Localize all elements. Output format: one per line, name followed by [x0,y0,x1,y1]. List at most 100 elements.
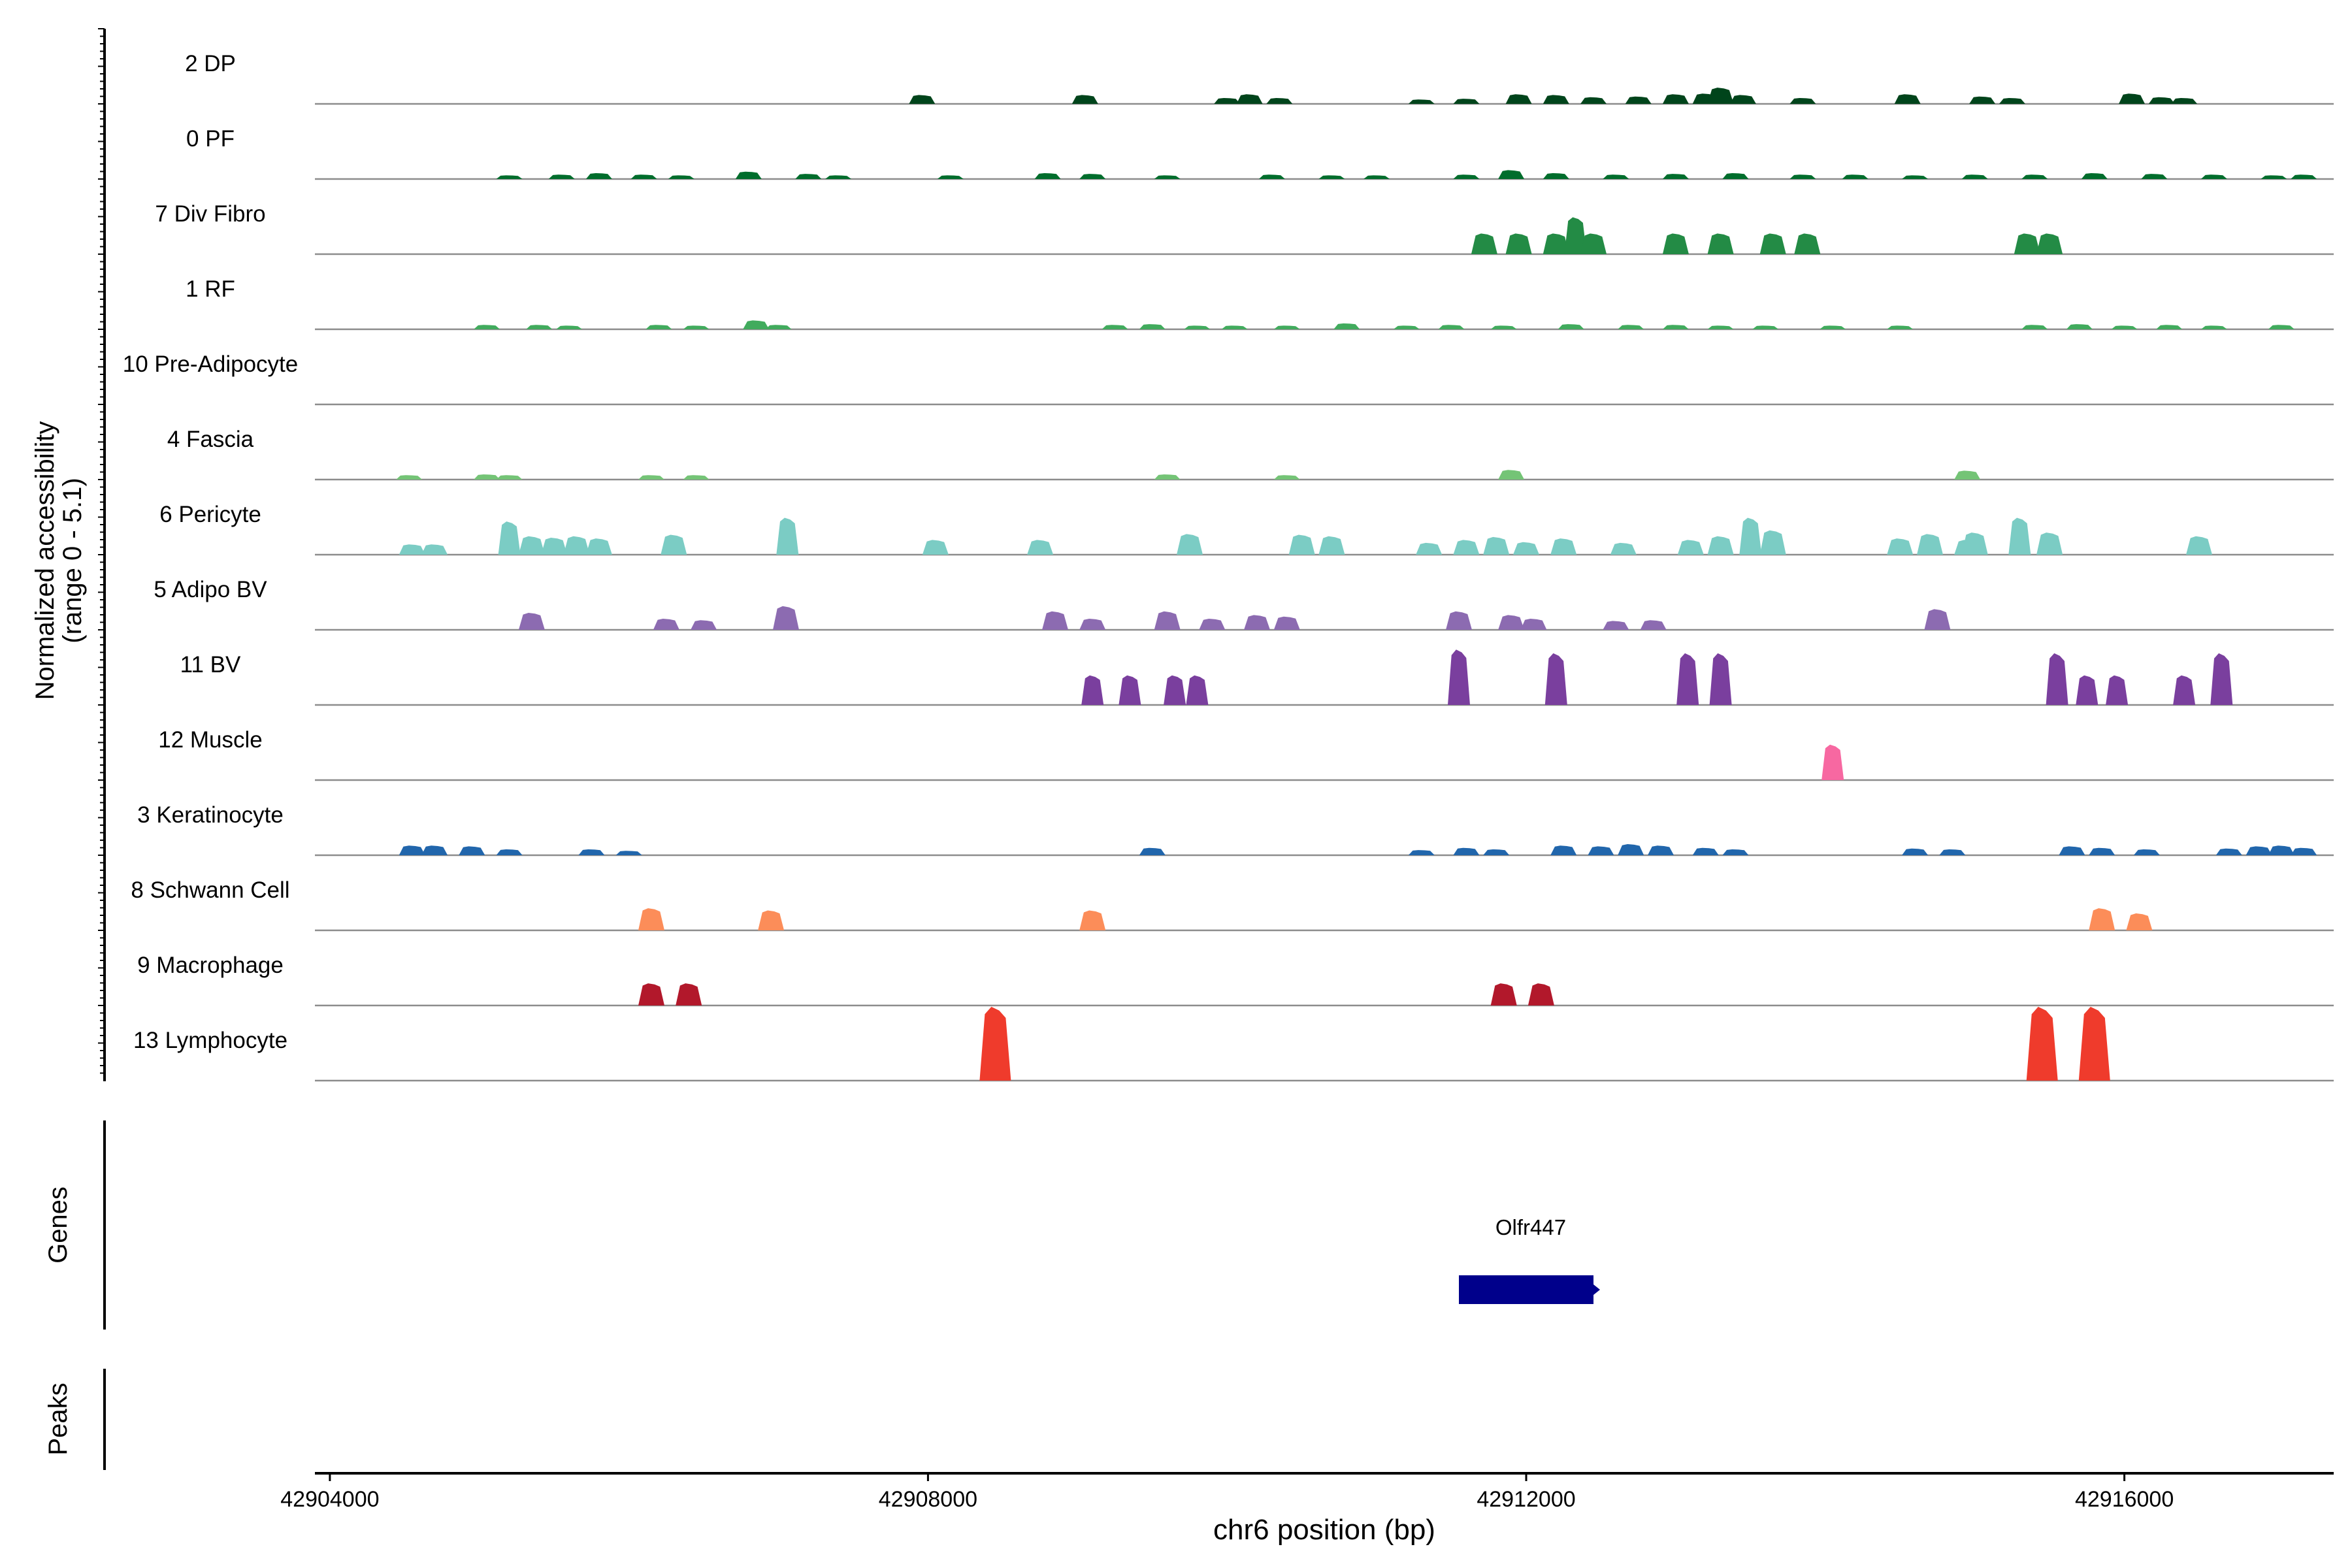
track-10-pre-adipocyte: 10 Pre-Adipocyte [123,351,2334,406]
accessibility-peak [2089,847,2115,855]
gene-models: Olfr447 [1459,1215,1600,1304]
track-label: 11 BV [180,652,241,678]
accessibility-peak [1416,542,1443,555]
track-13-lymphocyte: 13 Lymphocyte [133,1007,2334,1082]
accessibility-peak [2186,536,2212,555]
accessibility-peak [2126,913,2153,930]
accessibility-peak [1079,910,1106,930]
accessibility-peak [1564,217,1587,254]
accessibility-peak [1969,96,1996,104]
accessibility-peak [1102,325,1128,329]
x-axis-label: chr6 position (bp) [1213,1514,1435,1546]
accessibility-peak [556,325,583,329]
accessibility-peak [2268,325,2295,329]
accessibility-peak [1490,325,1517,329]
track-label: 3 Keratinocyte [137,802,284,828]
track-label: 13 Lymphocyte [133,1028,287,1053]
accessibility-peak [2148,97,2175,104]
accessibility-peak [399,544,425,555]
accessibility-peak [1625,96,1652,104]
accessibility-peak [661,534,687,555]
accessibility-peak [1662,94,1689,104]
accessibility-peak [773,606,799,630]
x-tick-label: 42904000 [280,1487,379,1512]
accessibility-peak [1821,744,1844,780]
accessibility-peak [1498,470,1525,480]
accessibility-peak [1961,174,1988,179]
accessibility-peak [1453,540,1480,555]
accessibility-peak [1794,233,1821,254]
accessibility-peak [1154,474,1181,480]
accessibility-peak [1618,844,1644,855]
accessibility-peak [1924,609,1951,630]
accessibility-peak [1739,517,1762,555]
accessibility-peak [2081,173,2108,179]
accessibility-peak [2133,849,2160,855]
accessibility-peak [541,538,568,555]
accessibility-peak [2111,325,2138,329]
accessibility-peak [1610,542,1637,555]
track-8-schwann-cell: 8 Schwann Cell [131,877,2334,932]
accessibility-tracks: 2 DP 0 PF 7 Div Fibro 1 RF 10 Pre-Adipocyte 4… [123,51,2334,1082]
accessibility-peak [1676,653,1699,705]
accessibility-peak [1186,675,1209,705]
x-tick-label: 42908000 [879,1487,977,1512]
accessibility-peak [1483,536,1510,555]
accessibility-peak [1887,325,1914,329]
accessibility-peak [1139,847,1166,855]
peaks-panel-label: Peaks [44,1382,73,1455]
accessibility-peak [765,325,792,329]
accessibility-peak [1954,470,1981,480]
accessibility-peak [1184,325,1211,329]
accessibility-peak [825,175,852,179]
genes-panel: Genes Olfr447 [44,1120,1600,1330]
accessibility-peak [1707,233,1734,254]
accessibility-peak [1453,847,1480,855]
accessibility-peak [638,475,664,480]
accessibility-peak [1438,325,1465,329]
accessibility-peak [1154,175,1181,179]
strand-arrow [1593,1284,1600,1295]
accessibility-peak [922,540,949,555]
accessibility-peak [2215,848,2242,855]
accessibility-peak [1471,233,1497,254]
accessibility-peak [1752,325,1779,329]
accessibility-peak [1273,616,1300,630]
accessibility-peak [1258,174,1285,179]
accessibility-peak [735,171,762,179]
accessibility-peak [2291,174,2317,179]
accessibility-peak [1408,99,1435,104]
accessibility-peak [2200,325,2227,329]
accessibility-peak [496,849,523,855]
accessibility-peak [1999,98,2025,104]
accessibility-peak [1662,325,1689,329]
genes-panel-label: Genes [44,1186,73,1264]
accessibility-peak [1902,175,1929,179]
accessibility-peak [1490,983,1517,1005]
accessibility-peak [653,619,679,630]
track-2-dp: 2 DP [185,51,2334,105]
accessibility-peak [1199,619,1226,630]
accessibility-peak [1498,615,1525,630]
accessibility-y-axis [98,28,106,1081]
accessibility-peak [1520,619,1547,630]
accessibility-peak [1759,233,1786,254]
gene-label: Olfr447 [1495,1215,1566,1239]
accessibility-peak [2200,174,2227,179]
accessibility-peak [1505,233,1532,254]
accessibility-peak [1677,540,1704,555]
track-label: 10 Pre-Adipocyte [123,351,298,377]
accessibility-peak [2089,908,2115,930]
track-label: 5 Adipo BV [154,577,267,602]
accessibility-peak [496,475,523,480]
accessibility-peak [1961,532,1988,555]
accessibility-peak [937,175,964,179]
accessibility-peak [1214,98,1241,104]
track-label: 1 RF [186,276,235,302]
accessibility-peak [1408,850,1435,855]
accessibility-peak [2171,98,2198,104]
accessibility-peak [776,517,799,555]
accessibility-peak [1081,675,1104,705]
peaks-panel: Peaks [44,1369,106,1470]
accessibility-peak [1707,536,1734,555]
